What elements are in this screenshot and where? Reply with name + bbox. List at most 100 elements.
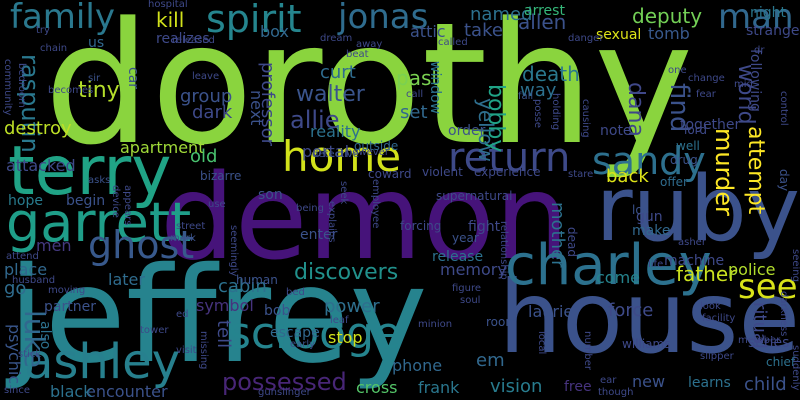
cloud-word: enter	[300, 227, 338, 243]
cloud-word: take	[464, 20, 503, 41]
cloud-word: past	[396, 66, 440, 90]
cloud-word: though	[598, 387, 634, 398]
cloud-word: set	[400, 102, 428, 123]
cloud-word: released	[172, 35, 215, 46]
cloud-word: bedroom	[16, 63, 27, 108]
cloud-word: phone	[392, 356, 443, 375]
cloud-word: gunslinger	[258, 387, 311, 398]
cloud-word: suddenly	[790, 345, 800, 391]
cloud-word: causing	[580, 99, 591, 138]
cloud-word: order	[448, 123, 486, 139]
cloud-word: try	[36, 25, 50, 36]
cloud-word: death	[522, 62, 580, 86]
cloud-word: arrest	[524, 3, 565, 19]
cloud-word: tower	[140, 325, 169, 336]
cloud-word: attend	[6, 251, 39, 262]
cloud-word: los	[632, 203, 649, 217]
cloud-word: one	[668, 65, 687, 76]
cloud-word: darkness	[778, 291, 789, 337]
cloud-word: allen	[518, 10, 567, 34]
cloud-word: beat	[346, 49, 369, 60]
cloud-word: missing	[198, 331, 209, 370]
cloud-word: call	[406, 89, 424, 100]
cloud-word: old	[190, 146, 218, 167]
cloud-word: kill	[156, 8, 185, 32]
cloud-word: police	[728, 260, 776, 279]
cloud-word: begin	[66, 193, 106, 209]
cloud-word: garrett	[6, 191, 192, 254]
cloud-word: escape	[270, 325, 320, 341]
cloud-word: make	[632, 223, 671, 239]
cloud-word: walter	[296, 82, 365, 107]
cloud-word: portal	[302, 142, 350, 161]
cloud-word: jeffrey	[8, 239, 428, 393]
cloud-word: seek	[338, 181, 349, 205]
cloud-word: called	[438, 37, 468, 48]
cloud-word: outside	[354, 139, 399, 153]
cloud-word: series	[748, 335, 790, 351]
cloud-word: together	[680, 117, 741, 133]
cloud-word: back	[606, 166, 649, 187]
cloud-word: being	[296, 203, 324, 214]
cloud-word: em	[476, 350, 505, 371]
cloud-word: attempt	[743, 126, 768, 215]
cloud-word: holding	[550, 93, 561, 131]
cloud-word: learns	[688, 375, 731, 391]
cloud-word: experience	[474, 165, 541, 179]
cloud-word: day	[777, 169, 791, 192]
cloud-word: fear	[696, 89, 716, 100]
cloud-word: cabin	[218, 276, 267, 297]
cloud-word: jonas	[338, 0, 429, 37]
cloud-word: fall	[518, 91, 534, 102]
cloud-word: us	[88, 35, 105, 51]
cloud-word: dr	[754, 45, 765, 56]
cloud-word: tiny	[78, 78, 120, 103]
cloud-word: ghost	[88, 223, 195, 267]
cloud-word: dream	[320, 33, 353, 44]
cloud-word: attic	[410, 22, 446, 41]
cloud-word: sexual	[596, 27, 642, 43]
cloud-word: spirit	[206, 0, 302, 41]
cloud-word: named	[470, 4, 533, 25]
cloud-word: encounter	[86, 382, 168, 400]
cloud-word: release	[432, 249, 484, 265]
cloud-word: black	[50, 382, 93, 400]
cloud-word: detective	[312, 149, 359, 160]
cloud-word: stare	[568, 169, 594, 180]
cloud-word: murder	[710, 128, 738, 216]
cloud-word: dark	[192, 102, 233, 123]
cloud-word: memory	[440, 260, 507, 279]
cloud-word: attacked	[6, 156, 76, 175]
cloud-word: ed	[176, 309, 189, 320]
cloud-word: room	[486, 315, 518, 329]
cloud-word: realizes	[156, 31, 210, 47]
cloud-word: return	[448, 135, 571, 181]
cloud-word: home	[282, 132, 402, 181]
cloud-word: life	[648, 259, 664, 270]
cloud-word: go	[4, 278, 27, 299]
cloud-word: offer	[660, 175, 688, 189]
cloud-word: possessed	[222, 368, 347, 396]
cloud-word: control	[778, 91, 789, 126]
cloud-word: apartment	[120, 138, 205, 157]
cloud-word: gun	[636, 209, 663, 225]
cloud-word: soul	[460, 295, 481, 306]
cloud-word: symbol	[196, 296, 254, 315]
cloud-word: strange	[746, 23, 800, 39]
cloud-word: seemingly	[228, 225, 239, 277]
cloud-word: stop	[328, 328, 363, 347]
cloud-word: demon	[160, 148, 570, 286]
cloud-word: child	[744, 374, 787, 395]
cloud-word: facility	[702, 313, 736, 324]
cloud-word: stick	[18, 349, 42, 360]
cloud-word: drug	[670, 153, 698, 167]
cloud-word: man	[718, 0, 794, 37]
cloud-word: hospital	[148, 0, 188, 10]
cloud-word: note	[600, 123, 632, 139]
cloud-word: williams	[622, 337, 671, 351]
cloud-word: ear	[600, 375, 617, 386]
cloud-word: machine	[664, 253, 725, 269]
cloud-word: frank	[418, 378, 460, 397]
cloud-word: visit	[176, 345, 197, 356]
